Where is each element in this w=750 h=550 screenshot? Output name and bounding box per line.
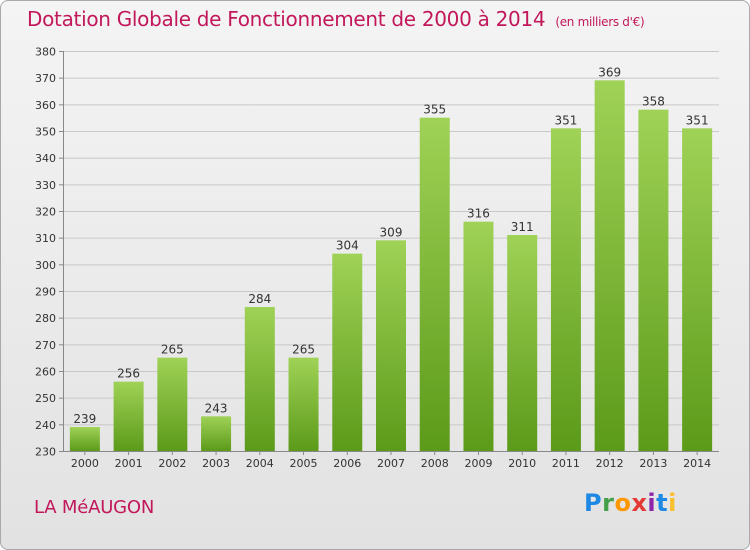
y-tick-label: 260: [35, 366, 56, 379]
axes: 230 240 250 260 270 280 290 300 310 320 330 340 350 3…: [35, 46, 719, 470]
data-label: 304: [336, 239, 359, 253]
y-tick-label: 340: [35, 152, 56, 165]
x-tick-label: 2002: [158, 457, 186, 470]
logo-letter: i: [668, 489, 677, 517]
bar-2005: [288, 357, 319, 451]
data-label: 351: [686, 113, 709, 127]
data-label: 309: [380, 225, 403, 239]
data-label: 284: [248, 292, 271, 306]
logo-letter: P: [584, 489, 603, 517]
logo-letter: r: [602, 489, 615, 517]
x-tick-label: 2005: [290, 457, 318, 470]
logo-letter: o: [614, 489, 632, 517]
x-tick-label: 2000: [71, 457, 99, 470]
x-tick-label: 2013: [639, 457, 667, 470]
bar-2003: [201, 416, 232, 451]
data-label: 358: [642, 95, 665, 109]
y-tick-label: 230: [35, 446, 56, 459]
x-tick-label: 2012: [596, 457, 624, 470]
bar-2000: [69, 427, 100, 451]
commune-name: LA MéAUGON: [34, 497, 155, 518]
proxiti-logo: Proxiti: [584, 489, 677, 517]
x-tick-label: 2011: [552, 457, 580, 470]
data-label: 265: [292, 343, 315, 357]
data-label: 243: [205, 401, 228, 415]
y-tick-label: 270: [35, 339, 56, 352]
bar-2013: [638, 109, 669, 452]
data-labels: 239 256 265 243 284 265 304 309 355 316 311 351 369 3…: [73, 65, 708, 426]
bar-2004: [244, 307, 275, 451]
y-tick-label: 310: [35, 232, 56, 245]
logo-letter: t: [656, 489, 669, 517]
bar-2010: [507, 235, 538, 451]
bar-2012: [594, 80, 625, 451]
data-label: 355: [423, 103, 446, 117]
x-tick-label: 2014: [683, 457, 711, 470]
x-tick-label: 2008: [421, 457, 449, 470]
y-tick-label: 350: [35, 126, 56, 139]
data-label: 256: [117, 367, 140, 381]
bar-2007: [376, 240, 406, 451]
bar-2009: [463, 221, 494, 451]
chart-unit-label: (en milliers d'€): [555, 15, 645, 29]
x-tick-label: 2010: [508, 457, 536, 470]
y-tick-label: 380: [35, 46, 56, 59]
y-tick-label: 320: [35, 206, 56, 219]
data-label: 351: [554, 113, 577, 127]
y-tick-label: 290: [35, 286, 56, 299]
x-tick-label: 2009: [464, 457, 492, 470]
bar-2014: [682, 128, 713, 451]
x-tick-label: 2004: [246, 457, 274, 470]
logo-letter: i: [647, 489, 657, 517]
x-tick-label: 2003: [202, 457, 230, 470]
data-label: 316: [467, 207, 490, 221]
data-label: 369: [598, 65, 621, 79]
bar-2006: [332, 253, 363, 451]
y-tick-label: 240: [35, 419, 56, 432]
chart-title: Dotation Globale de Fonctionnement de 20…: [27, 7, 645, 31]
y-tick-label: 330: [35, 179, 56, 192]
y-tick-label: 280: [35, 312, 56, 325]
y-tick-label: 360: [35, 99, 56, 112]
x-tick-label: 2007: [377, 457, 405, 470]
data-label: 239: [73, 412, 96, 426]
x-tick-label: 2001: [115, 457, 143, 470]
data-label: 311: [511, 220, 534, 234]
bar-2001: [113, 381, 144, 451]
x-tick-label: 2006: [333, 457, 361, 470]
y-tick-label: 250: [35, 392, 56, 405]
bar-2011: [550, 128, 581, 451]
bar-2008: [419, 117, 450, 452]
data-label: 265: [161, 343, 184, 357]
bars: [69, 80, 713, 452]
logo-letter: x: [631, 489, 648, 517]
bar-2002: [157, 357, 188, 451]
y-tick-label: 370: [35, 72, 56, 85]
chart-title-text: Dotation Globale de Fonctionnement de 20…: [27, 7, 546, 31]
y-tick-label: 300: [35, 259, 56, 272]
